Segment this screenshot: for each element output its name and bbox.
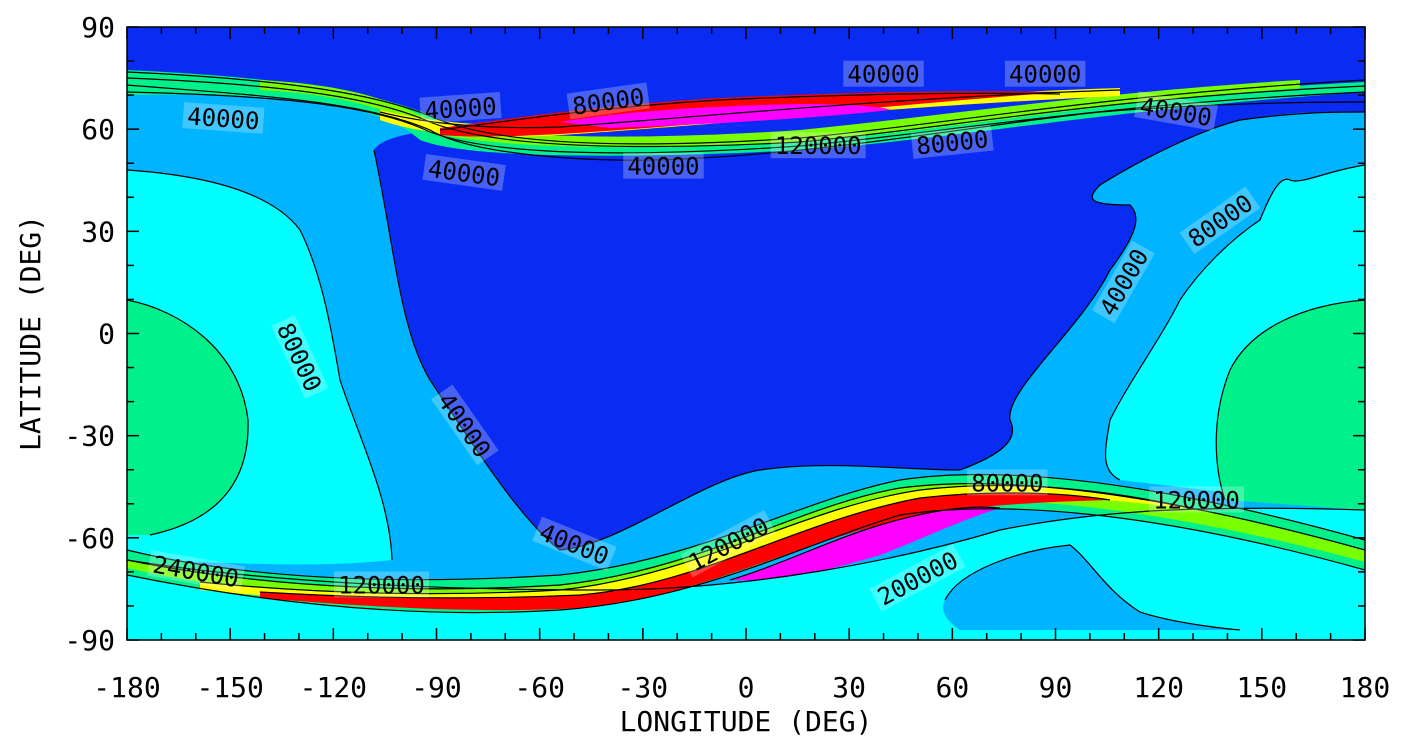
contour-label-text: 40000 (424, 92, 498, 125)
x-axis-tick-labels: -180 -150 -120 -90 -60 -30 0 30 60 90 120 150 180 (93, 671, 1390, 704)
contour-label-text: 120000 (775, 132, 862, 160)
y-tick-label: -30 (64, 420, 115, 453)
contour-label-text: 40000 (627, 153, 699, 181)
x-tick-label: -150 (196, 671, 263, 704)
x-tick-label: 150 (1237, 671, 1288, 704)
contour-line (127, 483, 1365, 590)
x-tick-label: 120 (1133, 671, 1184, 704)
x-tick-label: -30 (618, 671, 669, 704)
contour-label-background (422, 153, 506, 191)
y-tick-label: 0 (98, 318, 115, 351)
contour-label-background (419, 91, 502, 124)
contour-label-background (843, 60, 924, 87)
contour-label-background (1092, 240, 1155, 324)
contour-label-background (869, 544, 966, 612)
x-tick-label: -120 (300, 671, 367, 704)
contour-line (127, 473, 1365, 581)
contour-line (944, 544, 1241, 631)
contour-lines (127, 71, 1365, 631)
contour-line (199, 484, 1201, 595)
contour-label: 120000 (333, 571, 429, 600)
x-tick-label: 90 (1039, 671, 1073, 704)
contour-label-background (146, 549, 245, 592)
contour-line (127, 508, 1365, 614)
contour-label-background (1148, 486, 1244, 513)
x-tick-label: 180 (1340, 671, 1391, 704)
contour-label-text: 40000 (847, 61, 919, 89)
x-tick-label: 30 (832, 671, 866, 704)
contour-label-background (1004, 60, 1086, 87)
contour-label-background (1134, 91, 1218, 131)
contour-line (439, 92, 1061, 131)
contour-label: 40000 (623, 152, 704, 181)
contour-label: 40000 (1004, 60, 1086, 89)
contour-label: 40000 (419, 91, 502, 125)
contour-line (127, 507, 1365, 591)
contour-label: 120000 (1148, 486, 1244, 514)
fill-region-40000-80000-southeast (943, 545, 1240, 630)
contour-label-background (532, 516, 617, 571)
y-axis-title: LATITUDE (DEG) (14, 215, 47, 451)
contour-line (1104, 164, 1365, 481)
x-tick-label: -60 (514, 671, 565, 704)
fill-region-120000-160000-west (127, 300, 249, 535)
axis-ticks (126, 26, 1366, 641)
contour-line (127, 71, 1365, 145)
contour-label-background (431, 384, 499, 466)
x-tick-label: -90 (411, 671, 462, 704)
y-axis-tick-labels: -90 -60 -30 0 30 60 90 (64, 11, 115, 657)
x-tick-label: 60 (935, 671, 969, 704)
y-tick-label: 30 (81, 215, 115, 248)
contour-label-background (967, 469, 1048, 496)
fill-north-band-5 (560, 104, 890, 128)
contour-line (373, 111, 1365, 551)
contour-label-background (566, 82, 650, 120)
contour-line (259, 492, 1111, 599)
y-tick-label: -90 (64, 624, 115, 657)
contour-label: 80000 (910, 124, 994, 160)
contour-label-text: 120000 (1153, 486, 1240, 514)
contour-line (127, 299, 249, 536)
x-axis-title: LONGITUDE (DEG) (620, 705, 873, 738)
contour-label: 120000 (770, 132, 866, 160)
contour-label-background (333, 571, 429, 598)
contour-label-background (1179, 186, 1261, 255)
contour-label: 40000 (182, 102, 265, 135)
contour-label-text: 40000 (186, 102, 260, 135)
contour-line (729, 506, 1001, 581)
contour-line (127, 91, 1365, 154)
contour-label-background (770, 132, 866, 159)
fill-north-band-2 (260, 80, 1300, 148)
y-tick-label: 90 (81, 11, 115, 44)
contour-label: 80000 (967, 469, 1048, 497)
contour-label-background (182, 102, 265, 134)
contour-line (1215, 299, 1365, 501)
x-tick-label: -180 (93, 671, 160, 704)
contour-label: 40000 (843, 60, 924, 89)
contour-label-background (680, 509, 777, 578)
contour-label-background (271, 314, 329, 399)
y-tick-label: -60 (64, 522, 115, 555)
contour-label-text: 80000 (971, 469, 1043, 497)
contour-label-background (623, 152, 704, 179)
fill-south-band-5 (730, 507, 1000, 581)
fill-south-band-3 (200, 485, 1200, 603)
contour-label-background (910, 124, 994, 159)
x-tick-label: 0 (738, 671, 755, 704)
contour-line (379, 89, 1121, 129)
y-tick-label: 60 (81, 113, 115, 146)
fill-region-120000-160000-east (1216, 300, 1365, 510)
contour-line (127, 169, 393, 561)
contour-line (127, 77, 1365, 148)
contour-label-text: 40000 (1009, 61, 1081, 89)
contour-line (127, 84, 1365, 161)
contour-label-text: 120000 (338, 572, 425, 600)
